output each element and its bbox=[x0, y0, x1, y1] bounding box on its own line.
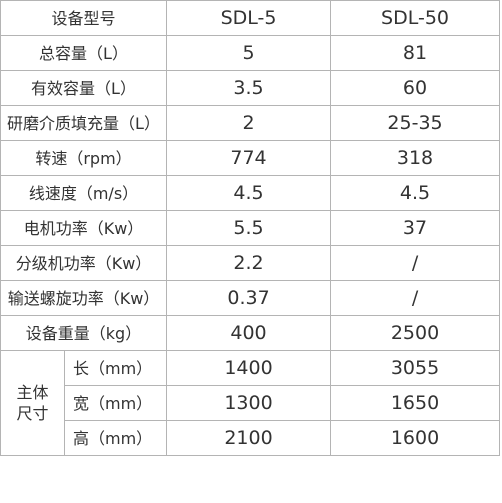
value-cell: 4.5 bbox=[330, 175, 501, 211]
value-cell: 2500 bbox=[330, 315, 501, 351]
sub-label-cell: 高（mm） bbox=[63, 420, 168, 456]
value-cell: 400 bbox=[166, 315, 332, 351]
header-cell: SDL-5 bbox=[166, 0, 332, 36]
row: 电机功率（Kw） 5.5 37 bbox=[0, 210, 501, 246]
row: 有效容量（L） 3.5 60 bbox=[0, 70, 501, 106]
value-cell: 3055 bbox=[330, 350, 501, 386]
value-cell: 0.37 bbox=[166, 280, 332, 316]
row: 转速（rpm） 774 318 bbox=[0, 140, 501, 176]
value-cell: 2 bbox=[166, 105, 332, 141]
value-cell: 60 bbox=[330, 70, 501, 106]
label-cell: 转速（rpm） bbox=[0, 140, 168, 176]
value-cell: 774 bbox=[166, 140, 332, 176]
value-cell: 3.5 bbox=[166, 70, 332, 106]
value-cell: 81 bbox=[330, 35, 501, 71]
label-cell: 输送螺旋功率（Kw） bbox=[0, 280, 168, 316]
group-row: 主体尺寸 长（mm） 1400 3055 bbox=[0, 350, 501, 456]
value-cell: 1300 bbox=[166, 385, 332, 421]
header-cell: 设备型号 bbox=[0, 0, 168, 36]
value-cell: 37 bbox=[330, 210, 501, 246]
value-cell: / bbox=[330, 280, 501, 316]
group-row: 高（mm） 2100 1600 bbox=[1, 420, 501, 456]
value-cell: 1600 bbox=[330, 420, 501, 456]
row: 研磨介质填充量（L） 2 25-35 bbox=[0, 105, 501, 141]
label-cell: 分级机功率（Kw） bbox=[0, 245, 168, 281]
row: 设备重量（kg） 400 2500 bbox=[0, 315, 501, 351]
value-cell: 318 bbox=[330, 140, 501, 176]
value-cell: 1400 bbox=[166, 350, 332, 386]
value-cell: 25-35 bbox=[330, 105, 501, 141]
spec-table: 设备型号 SDL-5 SDL-50 总容量（L） 5 81 有效容量（L） 3.5 60 研磨介质… bbox=[0, 0, 501, 456]
value-cell: 2.2 bbox=[166, 245, 332, 281]
group-label: 主体 bbox=[16, 383, 49, 402]
header-cell: SDL-50 bbox=[330, 0, 501, 36]
value-cell: 2100 bbox=[166, 420, 332, 456]
table-body: 设备型号 SDL-5 SDL-50 总容量（L） 5 81 有效容量（L） 3.5 60 研磨介质… bbox=[0, 0, 501, 456]
label-cell: 设备重量（kg） bbox=[0, 315, 168, 351]
label-cell: 有效容量（L） bbox=[0, 70, 168, 106]
group-label-cell: 主体 尺寸 bbox=[0, 350, 65, 456]
value-cell: 4.5 bbox=[166, 175, 332, 211]
row: 输送螺旋功率（Kw） 0.37/ bbox=[0, 280, 501, 316]
label-cell: 总容量（L） bbox=[0, 35, 168, 71]
sub-label-cell: 宽（mm） bbox=[63, 385, 168, 421]
value-cell: / bbox=[330, 245, 501, 281]
row: 总容量（L） 5 81 bbox=[0, 35, 501, 71]
row: 线速度（m/s） 4.5 4.5 bbox=[0, 175, 501, 211]
value-cell: 1650 bbox=[330, 385, 501, 421]
sub-label-cell: 长（mm） bbox=[63, 350, 168, 386]
group-row: 宽（mm） 1300 1650 bbox=[1, 385, 501, 421]
label-cell: 电机功率（Kw） bbox=[0, 210, 168, 246]
value-cell: 5 bbox=[166, 35, 332, 71]
value-cell: 5.5 bbox=[166, 210, 332, 246]
header-row: 设备型号 SDL-5 SDL-50 bbox=[0, 0, 501, 36]
row: 分级机功率（Kw） 2.2/ bbox=[0, 245, 501, 281]
label-cell: 研磨介质填充量（L） bbox=[0, 105, 168, 141]
label-cell: 线速度（m/s） bbox=[0, 175, 168, 211]
group-label: 尺寸 bbox=[16, 404, 49, 423]
